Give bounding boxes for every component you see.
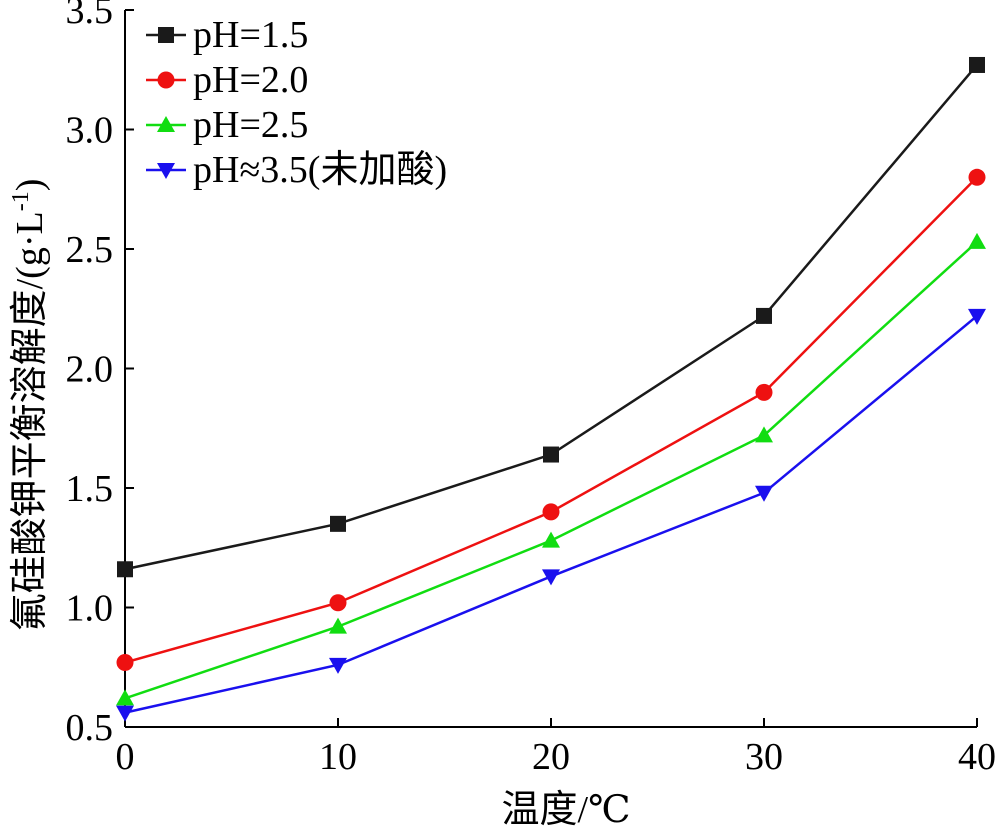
y-tick-label: 3.0 (66, 110, 114, 152)
y-tick-label: 3.5 (66, 0, 114, 32)
legend-item: pH≈3.5(未加酸) (146, 149, 447, 191)
data-point (968, 232, 986, 249)
data-point (542, 531, 560, 548)
y-tick-label: 1.0 (66, 588, 114, 630)
legend-marker (157, 163, 175, 179)
y-axis-title: 氟硅酸钾平衡溶解度/(g·L-1) (8, 179, 51, 632)
data-point (543, 446, 559, 463)
y-axis-title-group: 氟硅酸钾平衡溶解度/(g·L-1) (8, 179, 51, 632)
data-point (329, 617, 347, 634)
data-point (755, 485, 773, 502)
x-axis-title: 温度/℃ (501, 789, 630, 831)
data-point (755, 426, 773, 443)
x-tick-label: 30 (745, 736, 783, 778)
y-tick-label: 2.5 (66, 229, 114, 271)
x-tick-label: 20 (532, 736, 570, 778)
y-tick-label: 2.0 (66, 349, 114, 391)
data-point (116, 705, 134, 722)
data-point (116, 653, 134, 671)
legend-label: pH=2.5 (193, 104, 308, 146)
series-2 (116, 168, 986, 671)
data-point (116, 689, 134, 706)
data-point (755, 383, 773, 401)
y-axis-title-close: ) (9, 179, 51, 192)
series-line (124, 176, 978, 664)
data-point (330, 515, 346, 532)
data-point (542, 569, 560, 586)
y-axis-title-sup: -1 (8, 191, 34, 211)
data-point (968, 168, 986, 186)
series-3 (116, 232, 986, 706)
legend-label: pH=2.0 (193, 59, 308, 101)
y-ticks: 0.5 1.0 1.5 2.0 2.5 3.0 3.5 (66, 0, 134, 749)
y-tick-label: 0.5 (66, 707, 114, 749)
legend-marker (157, 71, 175, 89)
legend-item: pH=2.0 (146, 59, 308, 101)
data-point (756, 307, 772, 324)
legend-marker (157, 116, 175, 132)
data-point (969, 56, 985, 73)
x-ticks: 0 10 20 30 40 (116, 718, 996, 778)
legend-marker (158, 27, 174, 43)
y-tick-label: 1.5 (66, 468, 114, 510)
x-tick-label: 0 (116, 736, 135, 778)
data-point (117, 561, 133, 578)
data-point (329, 594, 347, 612)
data-point (542, 503, 560, 521)
legend: pH=1.5pH=2.0pH=2.5pH≈3.5(未加酸) (146, 14, 447, 191)
series-line (124, 240, 978, 700)
y-axis-title-main: 氟硅酸钾平衡溶解度/(g·L (9, 211, 51, 631)
data-point (968, 308, 986, 325)
x-tick-label: 40 (958, 736, 996, 778)
series-1 (117, 56, 985, 578)
series-layer (116, 56, 986, 722)
legend-item: pH=2.5 (146, 104, 308, 146)
series-4 (116, 308, 986, 722)
legend-item: pH=1.5 (146, 14, 308, 56)
legend-label: pH≈3.5(未加酸) (193, 149, 447, 191)
data-point (329, 657, 347, 674)
x-tick-label: 10 (319, 736, 357, 778)
legend-label: pH=1.5 (193, 14, 308, 56)
